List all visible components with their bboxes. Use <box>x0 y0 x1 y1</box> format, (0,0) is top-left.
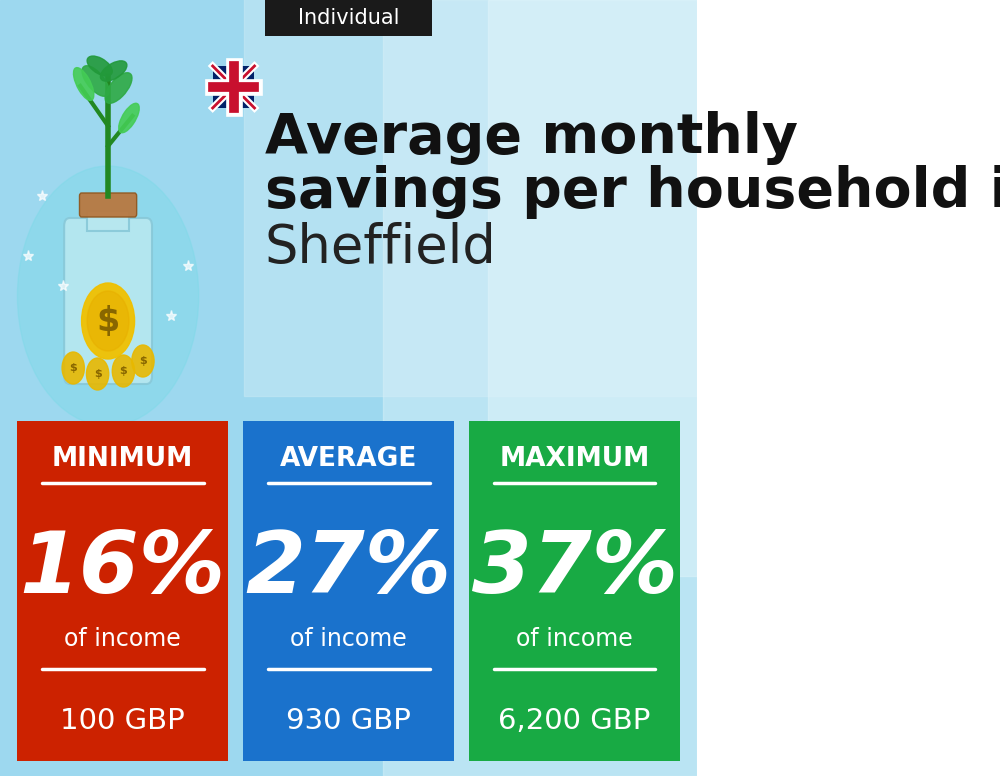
FancyBboxPatch shape <box>64 218 152 384</box>
Circle shape <box>112 355 135 387</box>
Bar <box>243 421 454 761</box>
Text: 27%: 27% <box>246 528 452 611</box>
Text: Sheffield: Sheffield <box>265 222 497 274</box>
Bar <box>17 421 228 761</box>
Bar <box>488 0 697 576</box>
Text: 930 GBP: 930 GBP <box>286 707 411 735</box>
Text: $: $ <box>139 356 147 366</box>
Circle shape <box>87 291 129 351</box>
Text: MAXIMUM: MAXIMUM <box>499 446 650 472</box>
Bar <box>265 0 432 36</box>
Text: of income: of income <box>516 627 633 651</box>
Text: of income: of income <box>64 627 181 651</box>
Text: $: $ <box>120 366 127 376</box>
Bar <box>383 0 697 776</box>
Bar <box>87 211 129 231</box>
Circle shape <box>17 166 199 426</box>
Text: 16%: 16% <box>20 528 226 611</box>
FancyBboxPatch shape <box>79 193 137 217</box>
Text: $: $ <box>94 369 101 379</box>
Text: 6,200 GBP: 6,200 GBP <box>498 707 651 735</box>
Text: savings per household in: savings per household in <box>265 165 1000 219</box>
Ellipse shape <box>105 73 132 103</box>
Circle shape <box>82 283 135 359</box>
Text: MINIMUM: MINIMUM <box>52 446 193 472</box>
Text: of income: of income <box>290 627 407 651</box>
Ellipse shape <box>73 68 94 100</box>
Bar <box>244 0 697 396</box>
Circle shape <box>62 352 84 384</box>
Bar <box>213 66 254 108</box>
Circle shape <box>86 358 109 390</box>
Text: 37%: 37% <box>472 528 678 611</box>
Text: Average monthly: Average monthly <box>265 111 798 165</box>
Ellipse shape <box>87 56 112 76</box>
Ellipse shape <box>82 66 109 96</box>
Text: 100 GBP: 100 GBP <box>60 707 185 735</box>
Text: AVERAGE: AVERAGE <box>280 446 417 472</box>
Text: $: $ <box>96 304 120 338</box>
Ellipse shape <box>100 61 127 81</box>
Circle shape <box>132 345 154 377</box>
Bar <box>469 421 680 761</box>
Text: $: $ <box>69 363 77 373</box>
Text: Individual: Individual <box>298 8 399 28</box>
Ellipse shape <box>119 103 139 133</box>
